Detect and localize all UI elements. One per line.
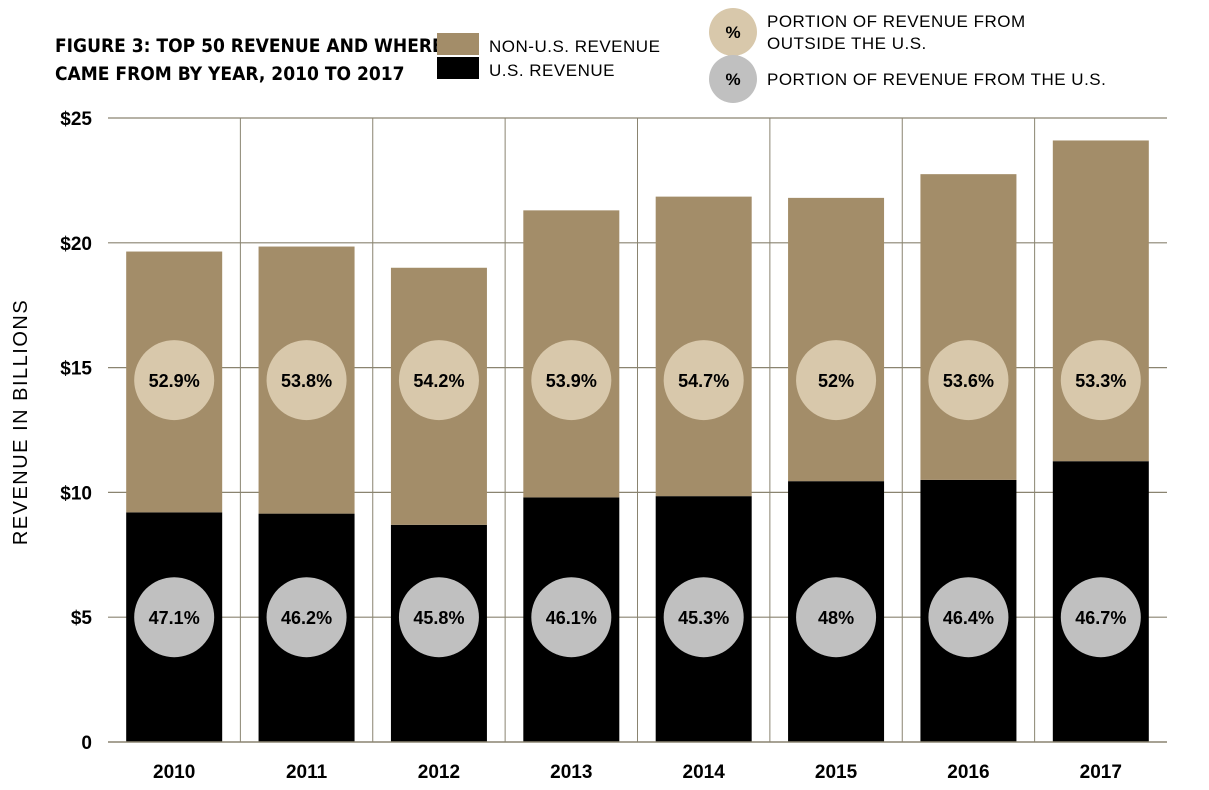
non-us-percent-label: 52% xyxy=(818,371,854,391)
us-percent-circle xyxy=(928,577,1009,658)
non-us-percent-circle xyxy=(531,340,612,421)
bar-non-us-revenue xyxy=(788,197,885,482)
non-us-percent-circle xyxy=(1060,340,1141,421)
x-tick-label: 2013 xyxy=(550,762,592,783)
us-percent-circle xyxy=(796,577,877,658)
us-percent-label: 46.4% xyxy=(943,608,994,628)
non-us-percent-circle xyxy=(663,340,744,421)
legend-circle-label: OUTSIDE THE U.S. xyxy=(767,34,927,53)
legend-label: U.S. REVENUE xyxy=(489,61,615,80)
non-us-percent-label: 54.2% xyxy=(413,371,464,391)
us-percent-circle xyxy=(531,577,612,658)
legend-label: NON-U.S. REVENUE xyxy=(489,37,660,56)
bar-non-us-revenue xyxy=(920,174,1017,480)
x-tick-label: 2012 xyxy=(418,762,460,783)
us-percent-label: 46.2% xyxy=(281,608,332,628)
x-tick-label: 2015 xyxy=(815,762,858,783)
non-us-percent-label: 53.9% xyxy=(546,371,597,391)
chart-title-line: CAME FROM BY YEAR, 2010 TO 2017 xyxy=(55,63,405,85)
y-tick-label: $20 xyxy=(60,234,92,255)
y-tick-label: $25 xyxy=(60,109,92,130)
non-us-percent-circle xyxy=(266,340,347,421)
x-tick-label: 2010 xyxy=(153,762,195,783)
us-percent-circle xyxy=(663,577,744,658)
legend-swatch xyxy=(437,57,479,79)
y-axis-label: REVENUE IN BILLIONS xyxy=(10,299,32,545)
us-percent-circle xyxy=(266,577,347,658)
us-percent-label: 46.7% xyxy=(1075,608,1126,628)
us-percent-label: 48% xyxy=(818,608,854,628)
y-tick-label: $15 xyxy=(60,359,92,380)
non-us-percent-circle xyxy=(398,340,479,421)
us-percent-circle xyxy=(1060,577,1141,658)
legend-circle xyxy=(709,55,757,103)
non-us-percent-label: 54.7% xyxy=(678,371,729,391)
legend-circle-symbol: % xyxy=(725,70,740,89)
non-us-percent-label: 52.9% xyxy=(149,371,200,391)
x-tick-label: 2016 xyxy=(947,762,989,783)
us-percent-label: 47.1% xyxy=(149,608,200,628)
non-us-percent-label: 53.8% xyxy=(281,371,332,391)
x-tick-label: 2017 xyxy=(1080,762,1122,783)
axes: 2010 2011 2012 2013 2014 2015 2016 2017 0 $5 $10 $1… xyxy=(10,109,1167,783)
y-tick-label: 0 xyxy=(81,733,92,754)
us-percent-label: 45.8% xyxy=(413,608,464,628)
legend: NON-U.S. REVENUE U.S. REVENUE% PORTION OF … xyxy=(437,8,1106,103)
us-percent-circle xyxy=(134,577,215,658)
y-tick-label: $10 xyxy=(60,483,92,504)
us-percent-label: 46.1% xyxy=(546,608,597,628)
legend-circle-label: PORTION OF REVENUE FROM xyxy=(767,12,1026,31)
x-tick-label: 2014 xyxy=(683,762,726,783)
non-us-percent-circle xyxy=(928,340,1009,421)
y-tick-label: $5 xyxy=(71,608,93,629)
us-percent-label: 45.3% xyxy=(678,608,729,628)
non-us-percent-circle xyxy=(796,340,877,421)
legend-circle-symbol: % xyxy=(725,23,740,42)
chart-title-line: FIGURE 3: TOP 50 REVENUE AND WHERE IT xyxy=(55,35,468,57)
non-us-percent-label: 53.6% xyxy=(943,371,994,391)
legend-swatch xyxy=(437,33,479,55)
legend-circle xyxy=(709,8,757,56)
non-us-percent-circle xyxy=(134,340,215,421)
legend-circle-label: PORTION OF REVENUE FROM THE U.S. xyxy=(767,70,1106,89)
non-us-percent-label: 53.3% xyxy=(1075,371,1126,391)
chart-title: FIGURE 3: TOP 50 REVENUE AND WHERE IT CAM… xyxy=(55,35,468,85)
percent-labels: 52.9% 47.1% 53.8% 46.2% 54.2% 45.8% 53.9% 46.1%… xyxy=(134,340,1141,658)
us-percent-circle xyxy=(398,577,479,658)
x-tick-label: 2011 xyxy=(286,762,328,783)
